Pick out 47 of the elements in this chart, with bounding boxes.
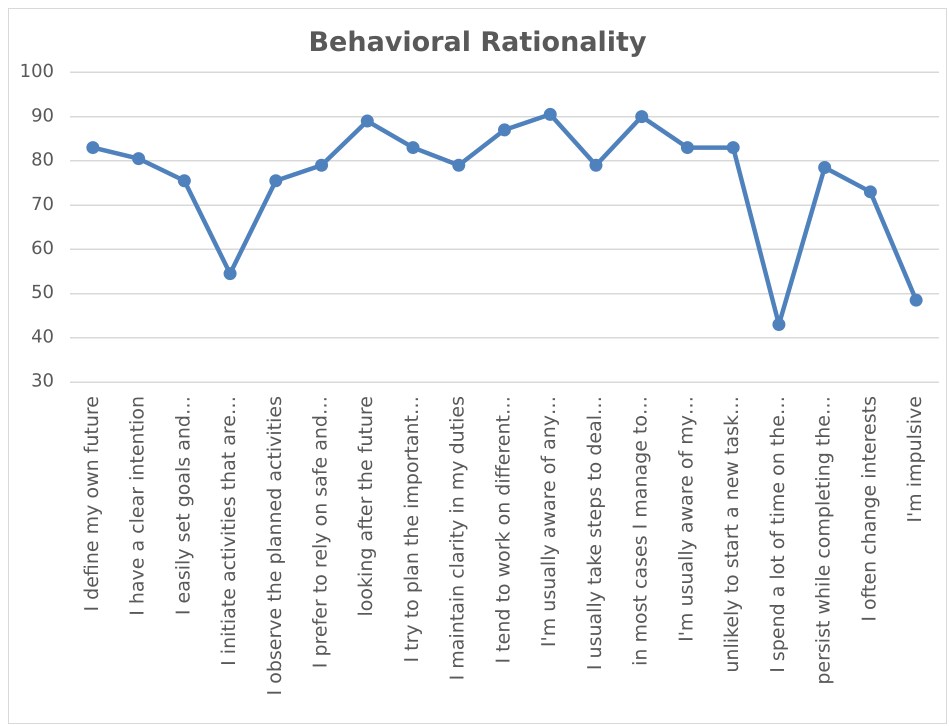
y-tick-label: 70 — [31, 194, 54, 215]
point — [589, 158, 602, 172]
x-tick-label: I'm impulsive — [904, 396, 926, 523]
point — [406, 141, 420, 154]
x-tick-label: I define my own future — [80, 396, 103, 612]
point — [498, 123, 511, 136]
x-tick-label: I often change interests — [858, 396, 880, 622]
x-tick-label: I prefer to rely on safe and… — [309, 396, 332, 668]
x-tick-label: I usually take steps to deal… — [584, 396, 606, 670]
x-tick-label: I initiate activities that are… — [218, 396, 240, 666]
point — [544, 108, 557, 121]
point — [224, 267, 237, 280]
point — [910, 294, 923, 307]
chart-title: Behavioral Rationality — [308, 27, 647, 58]
y-tick-label: 30 — [31, 370, 54, 392]
x-tick-label: I have a clear intention — [126, 396, 149, 616]
y-tick-label: 40 — [31, 326, 54, 348]
y-tick-label: 60 — [31, 238, 54, 259]
x-tick-label: in most cases I manage to… — [630, 396, 652, 666]
point — [772, 318, 786, 332]
point — [452, 158, 466, 172]
x-tick-label: I maintain clarity in my duties — [446, 396, 469, 680]
x-tick-label: I'm usually aware of my… — [675, 396, 698, 642]
x-tick-label: I try to plan the important… — [400, 396, 423, 662]
point — [635, 110, 648, 124]
x-tick-label: persist while completing the… — [812, 396, 835, 685]
point — [178, 174, 191, 188]
y-tick-label: 100 — [20, 61, 54, 82]
point — [864, 185, 877, 198]
x-tick-label: I easily set goals and… — [172, 396, 194, 616]
point — [818, 160, 832, 174]
point — [360, 114, 374, 128]
point — [132, 152, 146, 166]
y-tick-label: 80 — [31, 150, 54, 171]
x-tick-label: unlikely to start a new task… — [721, 396, 744, 673]
y-tick-label: 50 — [31, 282, 54, 304]
x-tick-label: I'm usually aware of any… — [538, 396, 560, 648]
x-tick-label: I spend a lot of time on the… — [766, 396, 789, 673]
x-tick-label: I tend to work on different… — [492, 396, 514, 664]
x-tick-label: looking after the future — [355, 396, 378, 616]
point — [680, 141, 694, 154]
point — [726, 141, 740, 154]
point — [86, 141, 100, 154]
y-tick-label: 90 — [31, 105, 54, 126]
x-tick-label: I observe the planned activities — [264, 396, 286, 696]
point — [269, 174, 282, 188]
point — [315, 158, 328, 172]
